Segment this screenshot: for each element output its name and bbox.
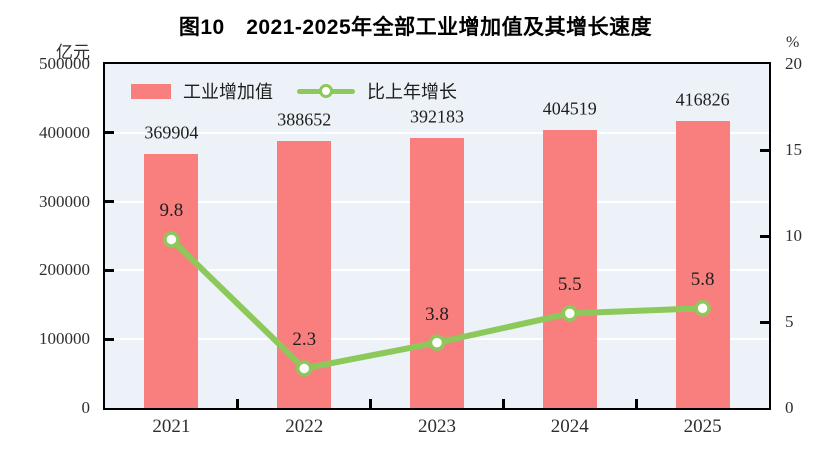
x-axis-label: 2021 [152, 416, 191, 437]
line-marker [428, 334, 446, 351]
y-tick-mark-left [105, 200, 114, 204]
bar-2024 [542, 129, 597, 408]
left-axis-unit: 亿元 [56, 43, 90, 62]
y-axis-tick-label-left: 500000 [39, 54, 90, 73]
y-axis-tick-label-left: 200000 [39, 260, 90, 280]
bar-2023 [410, 138, 464, 408]
y-tick-mark-left [105, 131, 114, 135]
x-axis-label: 2024 [550, 416, 589, 437]
bar-2021 [144, 153, 199, 408]
x-axis-label: 2025 [683, 416, 722, 437]
y-axis-tick-label-right: 5 [785, 312, 794, 331]
y-axis-tick-label-right: 20 [785, 54, 802, 73]
legend-line-swatch-icon [297, 83, 355, 99]
line-marker [561, 305, 579, 322]
y-tick-mark-right [760, 320, 769, 324]
line-value-label: 5.5 [557, 274, 582, 296]
y-axis-tick-label-left: 400000 [39, 122, 90, 142]
bar-value-label: 416826 [675, 89, 730, 110]
y-axis-right-labels: 0 5 10 15 20 [785, 54, 831, 417]
line-marker [295, 360, 313, 377]
legend-bar-swatch-icon [131, 83, 171, 99]
bar-value-label: 369904 [144, 122, 199, 142]
legend: 工业增加值 比上年增长 [131, 78, 469, 104]
line-value-label: 9.8 [159, 200, 184, 222]
x-axis-labels: 2021 2022 2023 2024 2025 [105, 416, 769, 440]
legend-line-label: 比上年增长 [367, 82, 457, 102]
bar-value-label: 392183 [410, 106, 464, 127]
y-axis-tick-label-left: 100000 [39, 329, 90, 349]
x-tick-mark [236, 399, 240, 408]
y-tick-mark-right [760, 148, 769, 152]
y-tick-mark-left [105, 337, 114, 341]
plot-area: 工业增加值 比上年增长 369904 388652 392183 404519 4168… [103, 62, 771, 410]
chart-title: 图10 2021-2025年全部工业增加值及其增长速度 [178, 16, 653, 39]
x-axis-label: 2022 [285, 416, 324, 437]
line-value-label: 3.8 [425, 303, 449, 325]
line-value-label: 2.3 [292, 329, 317, 351]
legend-line-marker-icon [319, 84, 333, 98]
line-value-label: 5.8 [690, 269, 715, 291]
y-axis-tick-label-right: 15 [785, 140, 802, 159]
bar-value-label: 388652 [277, 109, 332, 130]
y-axis-tick-label-right: 0 [785, 398, 794, 417]
line-marker [694, 299, 711, 317]
y-tick-mark-right [760, 234, 769, 238]
growth-line [163, 231, 711, 377]
y-tick-mark-left [105, 268, 114, 272]
x-tick-mark [501, 399, 505, 408]
y-axis-tick-label-left: 300000 [39, 191, 90, 211]
x-axis-label: 2023 [418, 416, 456, 437]
x-tick-mark [634, 399, 638, 408]
y-axis-tick-label-left: 0 [81, 398, 91, 417]
gridline [105, 131, 769, 134]
x-tick-mark [369, 399, 373, 408]
legend-bar-label: 工业增加值 [183, 82, 273, 102]
y-axis-left-labels: 0 100000 200000 300000 400000 500000 [14, 54, 90, 417]
right-axis-unit: % [786, 34, 800, 51]
line-marker [163, 231, 180, 248]
bar-2025 [675, 121, 730, 408]
bar-value-label: 404519 [542, 98, 597, 119]
y-axis-tick-label-right: 10 [785, 226, 802, 245]
